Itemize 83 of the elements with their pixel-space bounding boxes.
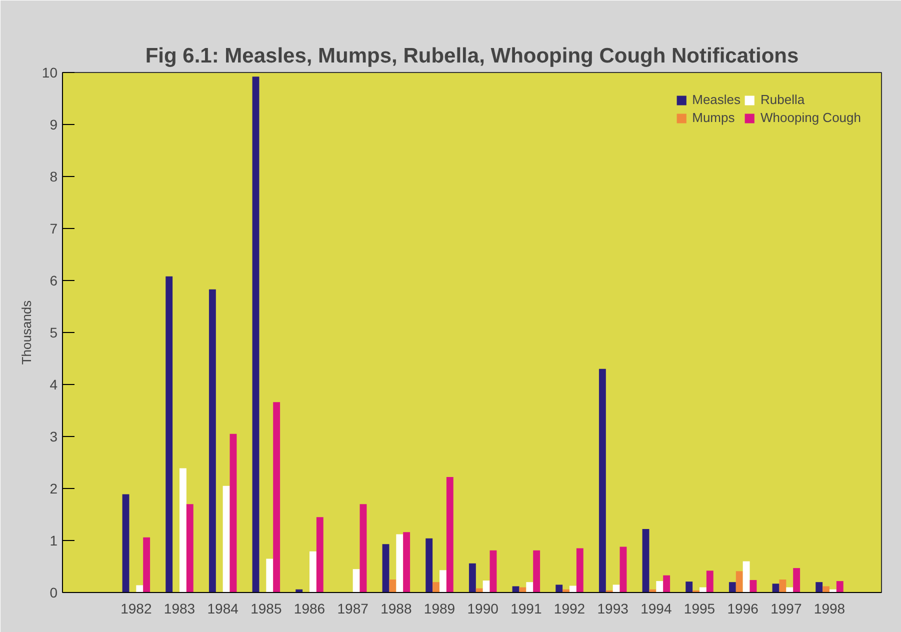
bar (352, 569, 360, 592)
bar (426, 538, 433, 592)
bar (612, 584, 620, 592)
legend-label: Whooping Cough (760, 110, 861, 125)
bar (526, 582, 534, 592)
x-tick-label: 1983 (164, 600, 196, 616)
bar (706, 570, 714, 592)
legend-label: Mumps (692, 110, 735, 125)
x-tick-label: 1984 (207, 600, 239, 616)
x-tick-label: 1986 (294, 600, 326, 616)
bar (136, 585, 144, 592)
bar (403, 532, 410, 592)
y-tick-label: 6 (50, 272, 58, 288)
bar (440, 570, 446, 592)
y-tick-label: 3 (50, 428, 58, 444)
bar (663, 575, 670, 592)
y-axis-title: Thousands (18, 300, 34, 365)
y-tick-label: 7 (50, 220, 58, 236)
x-tick-label: 1990 (467, 600, 499, 616)
x-tick-label: 1988 (380, 600, 412, 616)
bar (122, 494, 130, 592)
y-tick-label: 5 (50, 324, 58, 340)
bar (533, 550, 540, 592)
bar (620, 546, 627, 592)
bar (143, 537, 150, 592)
y-tick-label: 10 (42, 64, 58, 80)
bar (728, 582, 736, 592)
bar (208, 289, 216, 592)
bar (642, 529, 650, 592)
bar (772, 584, 780, 592)
bar (166, 276, 173, 592)
bar (750, 580, 757, 592)
x-tick-label: 1997 (770, 600, 802, 616)
bar (432, 582, 440, 592)
bar (266, 558, 274, 592)
bar (446, 477, 454, 592)
x-tick-label: 1992 (554, 600, 586, 616)
legend-label: Rubella (760, 92, 805, 107)
bar (742, 561, 750, 592)
bar (570, 586, 576, 592)
bar (180, 468, 186, 592)
bar (310, 551, 316, 592)
bar (252, 76, 260, 592)
bar (186, 504, 194, 592)
bar (576, 548, 584, 592)
y-tick-label: 0 (50, 584, 58, 600)
y-tick-label: 8 (50, 168, 58, 184)
bar (656, 581, 664, 592)
x-tick-label: 1987 (337, 600, 369, 616)
bar (273, 402, 280, 592)
y-tick-label: 2 (50, 480, 58, 496)
x-tick-label: 1982 (120, 600, 152, 616)
bar (816, 582, 823, 592)
bar (360, 504, 367, 592)
bar (468, 563, 476, 592)
bar (736, 571, 743, 592)
bar (598, 368, 606, 592)
bar (836, 581, 844, 592)
bar (230, 434, 237, 592)
chart-title: Fig 6.1: Measles, Mumps, Rubella, Whooping Cough Notifications (145, 44, 799, 68)
bar (686, 582, 693, 592)
x-tick-label: 1998 (814, 600, 846, 616)
x-tick-label: 1991 (510, 600, 542, 616)
y-tick-label: 1 (50, 532, 58, 548)
y-tick-label: 9 (50, 116, 58, 132)
x-tick-label: 1993 (597, 600, 629, 616)
x-tick-label: 1996 (727, 600, 759, 616)
bar (556, 584, 563, 592)
x-tick-label: 1994 (640, 600, 672, 616)
bar (382, 544, 390, 592)
legend-label: Measles (692, 92, 741, 107)
x-tick-label: 1985 (250, 600, 282, 616)
x-tick-label: 1995 (684, 600, 716, 616)
bar (482, 580, 490, 592)
bar (222, 486, 230, 592)
y-tick-label: 4 (50, 376, 58, 392)
bar (490, 550, 497, 592)
bar (396, 534, 404, 592)
x-tick-label: 1989 (424, 600, 456, 616)
bar (389, 580, 396, 592)
bar (793, 568, 800, 592)
bar (316, 517, 324, 592)
bar (779, 580, 786, 592)
